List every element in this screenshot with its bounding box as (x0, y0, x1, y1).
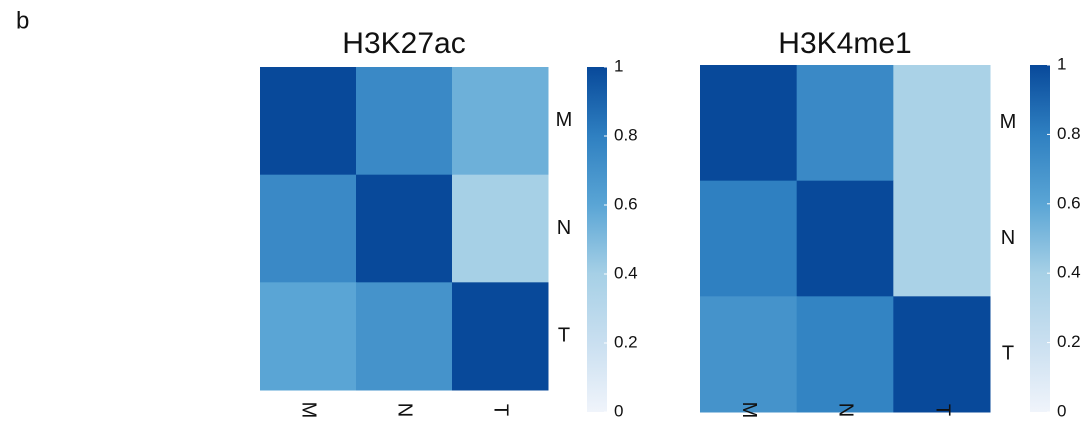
heatmap-cell (700, 180, 798, 297)
column-label: T (490, 404, 512, 416)
column-label: M (738, 402, 760, 419)
colorbar (1030, 65, 1050, 412)
heatmap-cell (452, 67, 549, 176)
colorbar-tick-label: 0.6 (1057, 193, 1081, 212)
colorbar-tick-label: 0.4 (1057, 263, 1081, 282)
heatmap-cell (700, 296, 798, 413)
row-label: M (1000, 111, 1017, 133)
row-label: N (1001, 227, 1015, 249)
colorbar-tick-label: 0.2 (1057, 332, 1081, 351)
heatmap-cell (700, 65, 798, 182)
colorbar-tick-label: 1 (1057, 54, 1066, 73)
column-label: N (394, 403, 416, 417)
column-label: N (835, 403, 857, 417)
colorbar-tick-label: 0.8 (614, 125, 638, 144)
row-label: M (556, 109, 573, 131)
chart-title: H3K4me1 (778, 27, 911, 60)
colorbar-tick-label: 0.2 (614, 332, 638, 351)
row-label: T (558, 324, 570, 346)
column-label: M (298, 402, 320, 419)
heatmap-cell (356, 282, 453, 391)
column-label: T (931, 404, 953, 416)
row-label: T (1002, 342, 1014, 364)
heatmap-cell (796, 65, 894, 182)
colorbar (587, 67, 607, 412)
colorbar-tick-label: 0.6 (614, 194, 638, 213)
heatmap-cell (260, 174, 357, 283)
heatmap-cell (260, 282, 357, 391)
row-label: N (557, 217, 571, 239)
chart-title: H3K27ac (342, 27, 465, 60)
colorbar-tick-label: 0 (1057, 401, 1066, 420)
colorbar-tick-label: 0.4 (614, 263, 638, 282)
heatmap-cell (356, 67, 453, 176)
heatmap-cell (796, 296, 894, 413)
colorbar-tick-label: 0.8 (1057, 124, 1081, 143)
heatmap-cell (893, 180, 991, 297)
heatmap-cell (260, 67, 357, 176)
panel-label: b (16, 7, 29, 34)
heatmap-cell (356, 174, 453, 283)
colorbar-tick-label: 0 (614, 401, 623, 420)
heatmap-cell (796, 180, 894, 297)
colorbar-tick-label: 1 (614, 56, 623, 75)
heatmap-cell (452, 174, 549, 283)
heatmap-cell (893, 65, 991, 182)
heatmap-cell (893, 296, 991, 413)
heatmap-cell (452, 282, 549, 391)
